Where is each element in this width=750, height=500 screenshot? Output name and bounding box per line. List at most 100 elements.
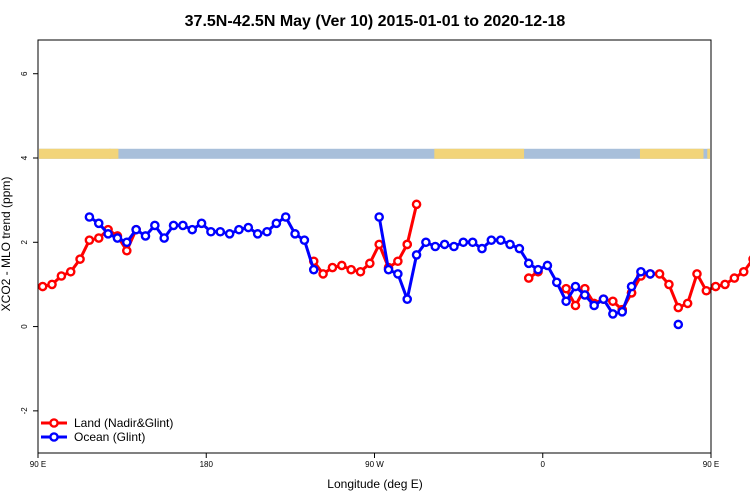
data-point — [561, 296, 571, 307]
data-point — [280, 212, 291, 222]
legend-label: Ocean (Glint) — [74, 430, 145, 444]
x-tick-label: 90 W — [365, 460, 384, 469]
data-point — [720, 279, 730, 290]
data-point — [692, 269, 702, 279]
data-point — [439, 239, 450, 250]
land-band — [434, 148, 525, 159]
data-point — [234, 224, 244, 235]
data-point — [159, 233, 169, 243]
data-point — [495, 235, 506, 245]
data-point — [589, 300, 599, 311]
data-point — [121, 237, 132, 248]
data-point — [393, 269, 403, 279]
series-line — [405, 204, 419, 245]
data-point — [467, 237, 478, 248]
data-point — [533, 264, 543, 275]
ocean-band — [39, 148, 710, 159]
data-point — [458, 237, 469, 248]
data-point — [561, 283, 571, 294]
data-point — [411, 250, 422, 260]
data-point — [365, 258, 375, 269]
chart-title: 37.5N-42.5N May (Ver 10) 2015-01-01 to 2… — [185, 13, 566, 30]
data-point — [308, 264, 319, 275]
data-point — [682, 298, 693, 309]
data-point — [608, 296, 618, 307]
data-point — [252, 229, 263, 239]
data-point — [402, 294, 413, 304]
data-point — [608, 309, 618, 319]
land-band — [639, 148, 704, 159]
data-point — [617, 307, 628, 317]
data-point — [355, 266, 366, 277]
series-0000ff — [84, 212, 684, 330]
data-point — [121, 245, 132, 256]
data-point — [523, 273, 534, 283]
data-point — [37, 281, 48, 292]
y-tick-label: 6 — [20, 71, 29, 76]
data-point — [290, 229, 300, 239]
data-point — [271, 218, 282, 229]
data-point — [645, 269, 656, 279]
data-point — [542, 260, 553, 271]
data-point — [523, 258, 534, 269]
data-point — [374, 212, 384, 222]
data-point — [505, 239, 515, 250]
data-point — [514, 243, 525, 254]
data-point — [477, 243, 487, 254]
series-ff0000 — [37, 199, 750, 315]
data-point — [626, 281, 637, 292]
legend: Land (Nadir&Glint)Ocean (Glint) — [41, 416, 173, 444]
land-band — [39, 148, 111, 159]
x-tick-label: 0 — [541, 460, 546, 469]
data-series — [37, 199, 750, 330]
x-axis-label: Longitude (deg E) — [327, 477, 422, 491]
data-point — [196, 218, 207, 229]
legend-marker — [49, 432, 59, 442]
data-point — [93, 233, 104, 243]
data-point — [327, 262, 338, 273]
data-point — [84, 212, 95, 222]
data-point — [243, 222, 254, 233]
y-axis-label: XCO2 - MLO trend (ppm) — [0, 177, 13, 312]
x-tick-label: 90 E — [703, 460, 719, 469]
data-point — [178, 220, 188, 231]
data-point — [206, 226, 216, 237]
data-point — [654, 269, 665, 279]
data-point — [729, 273, 740, 283]
x-tick-label: 90 E — [30, 460, 46, 469]
data-point — [430, 241, 441, 252]
data-point — [299, 235, 310, 245]
data-point — [215, 226, 226, 237]
data-point — [421, 237, 431, 248]
y-tick-label: 0 — [20, 324, 29, 329]
data-point — [93, 218, 104, 229]
data-point — [47, 279, 57, 290]
data-point — [570, 281, 581, 292]
data-point — [318, 269, 328, 279]
data-point — [673, 319, 684, 330]
data-point — [580, 290, 590, 300]
data-point — [393, 256, 403, 267]
x-tick-label: 180 — [200, 460, 214, 469]
data-point — [168, 220, 179, 231]
data-point — [402, 239, 413, 250]
land-band — [109, 148, 119, 159]
data-point — [150, 220, 160, 231]
data-point — [551, 277, 562, 288]
data-point — [570, 300, 581, 311]
data-point — [710, 281, 721, 292]
data-point — [664, 279, 674, 290]
plot-frame — [37, 39, 712, 454]
data-point — [673, 302, 684, 313]
data-point — [75, 254, 85, 264]
data-point — [598, 294, 609, 304]
data-point — [636, 266, 646, 277]
data-point — [84, 235, 95, 245]
data-point — [140, 231, 151, 241]
data-point — [103, 229, 113, 239]
land-ocean-strip — [39, 148, 710, 159]
data-point — [65, 266, 76, 277]
data-point — [486, 235, 497, 245]
data-point — [224, 229, 235, 239]
